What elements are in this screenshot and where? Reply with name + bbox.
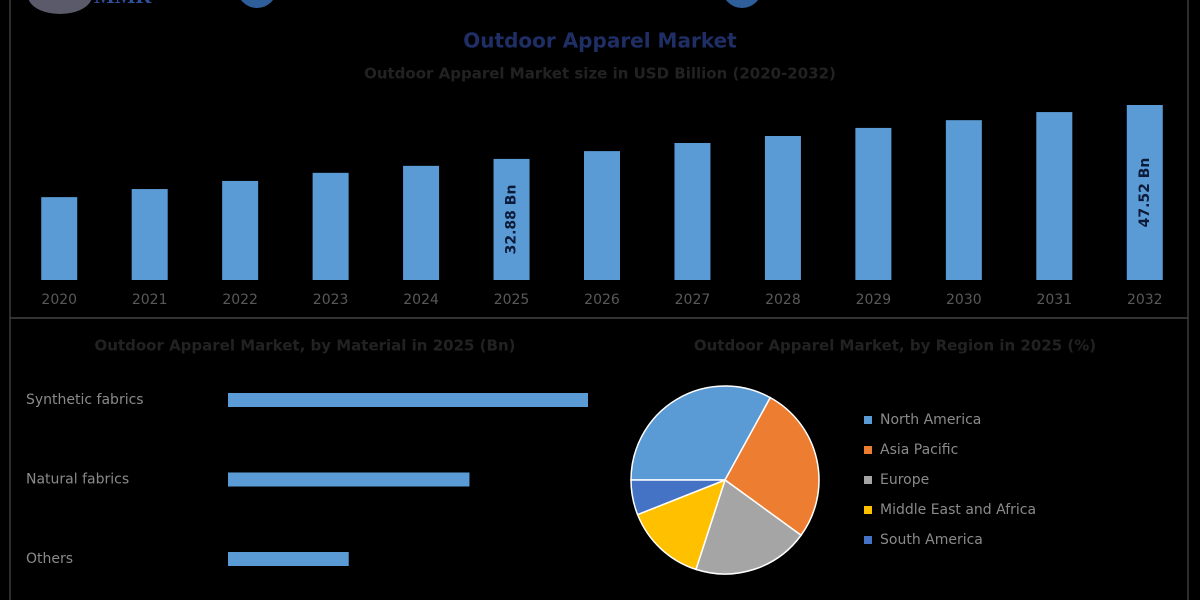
value-label: 47.52 Bn (1137, 158, 1153, 228)
bar (312, 172, 349, 280)
chart-title: Outdoor Apparel Market (463, 29, 737, 53)
bar (41, 197, 78, 280)
x-tick-label: 2025 (494, 292, 530, 308)
legend-swatch (864, 416, 872, 424)
header-icon (241, 0, 273, 8)
bar (1036, 112, 1073, 280)
bar (493, 158, 530, 280)
x-tick-label: 2028 (765, 292, 801, 308)
header-icon (726, 0, 758, 8)
logo-text: MMR (94, 0, 153, 8)
x-tick-label: 2020 (41, 292, 77, 308)
legend-swatch (864, 446, 872, 454)
pie-slice (636, 478, 727, 571)
x-tick-label: 2026 (584, 292, 620, 308)
x-tick-label: 2027 (675, 292, 711, 308)
legend-label: Asia Pacific (880, 442, 958, 458)
bar (222, 180, 259, 280)
pie-slice (630, 385, 772, 481)
x-tick-label: 2029 (856, 292, 892, 308)
bar (228, 472, 470, 487)
x-tick-label: 2030 (946, 292, 982, 308)
x-tick-label: 2032 (1127, 292, 1163, 308)
bar (584, 151, 620, 280)
pie-slice (695, 478, 803, 575)
logo-icon (28, 0, 92, 14)
legend-swatch (864, 476, 872, 484)
bar (228, 552, 349, 566)
legend-label: South America (880, 532, 983, 548)
x-tick-label: 2023 (313, 292, 349, 308)
x-tick-label: 2031 (1036, 292, 1072, 308)
legend-label: Middle East and Africa (880, 502, 1036, 518)
bar (403, 165, 440, 280)
y-tick-label: Natural fabrics (26, 472, 129, 488)
x-tick-label: 2021 (132, 292, 168, 308)
legend-swatch (864, 506, 872, 514)
panel-border (9, 317, 1189, 600)
x-tick-label: 2022 (222, 292, 258, 308)
y-tick-label: Others (26, 551, 73, 567)
bar (228, 393, 588, 407)
chart-title: Outdoor Apparel Market, by Region in 202… (694, 337, 1096, 355)
x-tick-label: 2024 (403, 292, 439, 308)
legend-label: Europe (880, 472, 929, 488)
bar (855, 127, 892, 280)
value-label: 32.88 Bn (504, 185, 520, 255)
bar (945, 120, 982, 280)
bar (131, 189, 168, 280)
chart-title: Outdoor Apparel Market, by Material in 2… (95, 337, 516, 355)
legend-label: North America (880, 412, 981, 428)
bar (1126, 105, 1163, 280)
y-tick-label: Synthetic fabrics (26, 392, 144, 408)
chart-subtitle: Outdoor Apparel Market size in USD Billi… (364, 65, 836, 83)
pie-slice (630, 479, 726, 516)
bar (764, 136, 801, 280)
pie-slice (724, 396, 820, 537)
legend-swatch (864, 536, 872, 544)
bar (674, 143, 711, 280)
